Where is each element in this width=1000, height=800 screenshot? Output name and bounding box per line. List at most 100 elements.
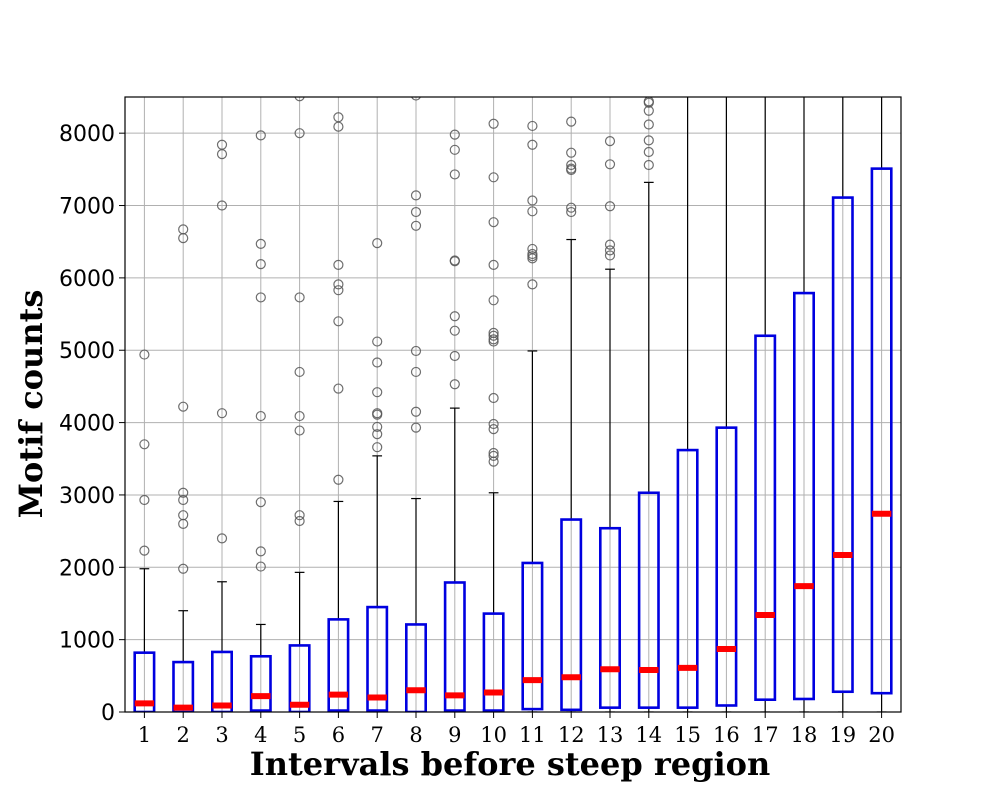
outlier-point <box>410 422 422 433</box>
outlier-point <box>294 510 305 521</box>
x-tick-label: 17 <box>752 723 779 747</box>
outlier-point <box>372 387 383 398</box>
box <box>637 491 660 709</box>
outlier-point <box>178 563 189 574</box>
box <box>327 618 350 712</box>
grid-lines <box>125 97 901 713</box>
outlier-point <box>372 238 383 249</box>
box <box>676 448 699 709</box>
outlier-point <box>566 147 577 158</box>
box <box>521 561 544 711</box>
y-tick-label: 2000 <box>59 556 115 581</box>
y-tick-label: 0 <box>101 701 115 726</box>
outlier-point <box>216 408 228 419</box>
box <box>560 518 583 712</box>
x-tick-label: 3 <box>215 723 228 747</box>
outlier-point <box>488 392 499 404</box>
outlier-point <box>178 494 189 506</box>
outlier-point <box>372 408 383 419</box>
outlier-point <box>255 546 266 557</box>
y-axis: 0 1000 2000 3000 4000 5000 6000 7000 8000 <box>59 122 125 726</box>
box-group <box>560 116 583 712</box>
box <box>404 623 427 712</box>
outlier-point <box>488 172 499 183</box>
outlier-point <box>139 494 150 506</box>
box <box>598 526 621 709</box>
outlier-point <box>372 421 383 433</box>
outlier-point <box>255 238 266 249</box>
box-group <box>792 97 815 712</box>
outlier-point <box>449 129 460 140</box>
outlier-point <box>449 169 460 180</box>
outlier-point <box>566 202 577 213</box>
outlier-point <box>449 350 460 362</box>
outlier-point <box>527 195 538 206</box>
outlier-point <box>333 316 344 327</box>
box-group <box>870 97 893 712</box>
y-tick-label: 1000 <box>59 629 115 654</box>
outlier-point <box>372 357 383 368</box>
outlier-point <box>139 439 150 450</box>
outlier-point <box>527 120 538 132</box>
outlier-point <box>294 425 305 436</box>
box <box>715 426 738 707</box>
y-tick-label: 3000 <box>59 484 115 509</box>
outlier-point <box>449 255 460 266</box>
x-tick-label: 19 <box>829 723 856 747</box>
box-group <box>831 97 854 712</box>
box-group <box>715 97 738 712</box>
box-group <box>327 112 350 712</box>
outlier-point <box>333 285 344 296</box>
x-axis: 1 2 3 4 5 6 7 8 9 10 11 12 13 14 15 16 17 18 19 20 <box>138 712 895 747</box>
y-tick-label: 7000 <box>59 195 115 220</box>
outlier-point <box>643 119 654 130</box>
outlier-point <box>566 163 577 174</box>
outlier-point <box>643 97 654 107</box>
box-group <box>404 97 427 712</box>
outlier-point <box>372 336 383 347</box>
outlier-point <box>643 159 654 171</box>
box <box>831 196 854 694</box>
outlier-point <box>178 224 189 235</box>
box-group <box>249 130 272 712</box>
y-axis-label: Motif counts <box>12 290 50 519</box>
outlier-point <box>255 130 266 141</box>
outlier-point <box>488 424 499 435</box>
outlier-point <box>449 379 460 390</box>
outlier-point <box>604 250 616 261</box>
y-tick-label: 4000 <box>59 412 115 437</box>
box <box>870 167 893 695</box>
plot-frame <box>124 96 902 713</box>
outlier-point <box>566 206 577 218</box>
outlier-point <box>488 295 499 306</box>
outlier-point <box>527 206 538 217</box>
outlier-point <box>333 474 344 485</box>
outlier-point <box>488 118 499 129</box>
outlier-point <box>178 487 189 498</box>
outlier-point <box>410 345 422 357</box>
box-group <box>754 97 777 712</box>
x-axis-label: Intervals before steep region <box>250 745 770 783</box>
outlier-point <box>604 136 616 147</box>
outlier-point <box>333 279 344 290</box>
outlier-point <box>294 366 305 378</box>
x-tick-label: 20 <box>868 723 895 747</box>
outlier-point <box>566 116 577 127</box>
outlier-point <box>604 239 616 250</box>
x-tick-label: 10 <box>480 723 507 747</box>
outlier-point <box>566 159 577 171</box>
x-tick-label: 9 <box>448 723 461 747</box>
box-group <box>676 97 699 712</box>
x-tick-label: 4 <box>254 723 267 747</box>
outlier-point <box>488 330 499 341</box>
x-tick-label: 6 <box>332 723 345 747</box>
box-group <box>443 129 466 712</box>
outlier-point <box>294 128 305 139</box>
x-tick-label: 5 <box>293 723 306 747</box>
x-tick-label: 12 <box>558 723 585 747</box>
outlier-point <box>255 497 266 508</box>
box-group <box>288 97 311 712</box>
outlier-point <box>216 139 228 150</box>
x-tick-label: 1 <box>138 723 151 747</box>
outlier-point <box>527 279 538 290</box>
